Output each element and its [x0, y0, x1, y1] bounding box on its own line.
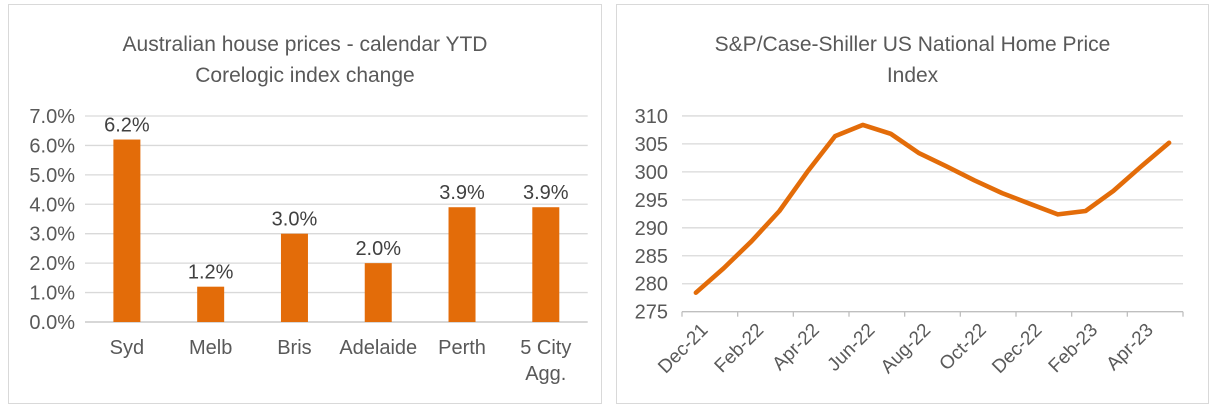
y-axis-tick-label: 280: [635, 274, 668, 296]
bar-value-label: 6.2%: [104, 115, 150, 137]
australian-house-prices-chart-panel: 7.0% 6.0% 5.0% 4.0% 3.0% 2.0% 1.0% 0.0% 6.2% Syd 1…: [8, 4, 602, 404]
y-axis-tick-label: 290: [635, 218, 668, 240]
bar-melb: [197, 286, 225, 322]
x-axis-tick-label: Apr-22: [769, 320, 824, 375]
y-axis-tick-label: 1.0%: [29, 283, 75, 305]
y-axis-tick-label: 295: [635, 190, 668, 212]
bar-value-label: 3.9%: [523, 182, 569, 204]
x-axis-tick-label: Jun-22: [824, 320, 880, 376]
x-axis-tick-label: Dec-21: [654, 320, 712, 378]
x-axis-category-label: Melb: [189, 337, 232, 359]
x-axis-tick-label: Feb-22: [711, 320, 768, 377]
x-axis-tick-label: Oct-22: [936, 320, 991, 375]
left-chart-title: Australian house prices - calendar YTD C…: [9, 29, 601, 91]
x-axis-category-label: 5 City: [520, 337, 571, 359]
bar-perth: [448, 207, 476, 322]
left-chart-title-line1: Australian house prices - calendar YTD: [122, 33, 488, 56]
bar-5-city-agg-: [532, 207, 560, 322]
y-axis-tick-label: 310: [635, 106, 668, 128]
bar-adelaide: [364, 263, 392, 322]
y-axis-tick-label: 6.0%: [29, 135, 75, 157]
y-axis-tick-label: 2.0%: [29, 253, 75, 275]
y-axis-tick-label: 7.0%: [29, 106, 75, 128]
x-axis-category-label: Agg.: [525, 363, 566, 385]
y-axis-tick-label: 285: [635, 246, 668, 268]
bar-value-label: 3.0%: [272, 209, 318, 231]
bar-bris: [280, 233, 308, 322]
case-shiller-index-chart-panel: 275 280 285 290 295 300 305 310 Dec-21 Feb-22 Apr-…: [616, 4, 1209, 404]
y-axis-tick-label: 300: [635, 162, 668, 184]
home-price-index-line-series: [693, 122, 1172, 296]
x-axis-category-label: Syd: [110, 337, 144, 359]
bar-value-label: 1.2%: [188, 262, 234, 284]
y-axis-tick-label: 275: [635, 302, 668, 324]
bar-value-label: 3.9%: [439, 182, 485, 204]
y-axis-tick-label: 305: [635, 134, 668, 156]
x-axis-category-label: Adelaide: [339, 337, 417, 359]
right-chart-title-line2: Index: [886, 64, 939, 87]
y-axis-tick-label: 3.0%: [29, 224, 75, 246]
bar-value-label: 2.0%: [355, 238, 401, 260]
y-axis-tick-label: 0.0%: [29, 312, 75, 334]
australian-house-prices-bar-chart: 7.0% 6.0% 5.0% 4.0% 3.0% 2.0% 1.0% 0.0% 6.2% Syd 1…: [29, 106, 588, 385]
y-axis-tick-label: 4.0%: [29, 194, 75, 216]
x-axis-tick-label: Aug-22: [877, 320, 935, 378]
bar-syd: [113, 139, 141, 322]
x-axis-tick-label: Feb-23: [1045, 320, 1102, 377]
right-chart-title-line1: S&P/Case-Shiller US National Home Price: [714, 33, 1111, 56]
x-axis-tick-label: Apr-23: [1103, 320, 1158, 375]
left-chart-title-line2: Corelogic index change: [195, 64, 415, 87]
x-axis-category-label: Perth: [438, 337, 486, 359]
x-axis-category-label: Bris: [277, 337, 311, 359]
y-axis-tick-label: 5.0%: [29, 165, 75, 187]
right-chart-title: S&P/Case-Shiller US National Home Price …: [617, 29, 1208, 91]
x-axis-tick-label: Dec-22: [988, 320, 1046, 378]
